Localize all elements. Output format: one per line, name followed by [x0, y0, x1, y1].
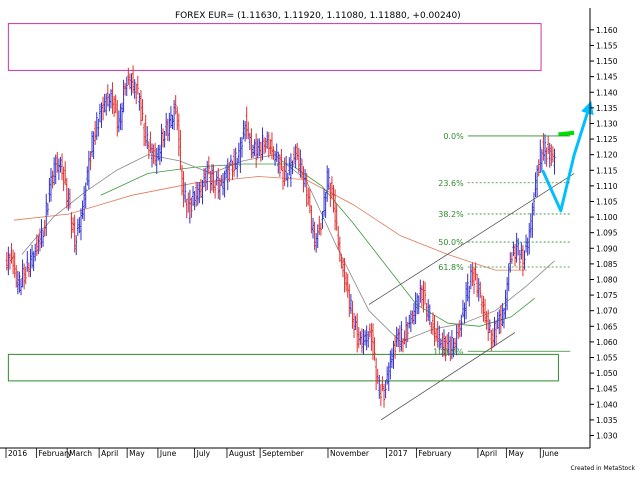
y-tick-label: 1.140 — [596, 88, 618, 97]
x-tick-label: April — [480, 449, 497, 458]
y-tick-label: 1.080 — [596, 275, 618, 284]
fib-level-label: 23.6% — [438, 179, 464, 188]
x-tick-label: May — [508, 449, 524, 458]
x-tick-label: August — [229, 449, 255, 458]
fib-level-label: 0.0% — [443, 132, 464, 141]
y-tick-label: 1.065 — [596, 322, 618, 331]
y-tick-label: 1.115 — [596, 166, 618, 175]
x-tick-label: November — [330, 449, 370, 458]
y-tick-label: 1.105 — [596, 197, 618, 206]
moving-average-short — [21, 154, 555, 343]
y-tick-label: 1.060 — [596, 338, 618, 347]
zone-layer — [7, 23, 559, 382]
y-tick-label: 1.095 — [596, 229, 618, 238]
fib-level-label: 61.8% — [438, 263, 464, 272]
x-tick-label: September — [262, 449, 304, 458]
y-tick-label: 1.100 — [596, 213, 618, 222]
x-tick-label: April — [101, 449, 118, 458]
target-line — [558, 130, 575, 137]
y-tick-label: 1.150 — [596, 57, 618, 66]
x-tick-label: May — [129, 449, 145, 458]
y-tick-label: 1.035 — [596, 416, 618, 425]
trendline-layer — [368, 100, 594, 421]
x-tick-label: July — [196, 449, 211, 458]
y-tick-label: 1.130 — [596, 119, 618, 128]
y-tick-label: 1.125 — [596, 135, 618, 144]
y-tick-label: 1.120 — [596, 151, 618, 160]
x-tick-label: 2016 — [8, 449, 27, 458]
channel-upper-line — [368, 173, 575, 305]
y-tick-label: 1.085 — [596, 260, 618, 269]
y-tick-label: 1.160 — [596, 26, 618, 35]
support-zone — [7, 353, 559, 382]
y-tick-label: 1.050 — [596, 369, 618, 378]
resistance-zone — [7, 23, 542, 71]
y-tick-label: 1.055 — [596, 354, 618, 363]
chart-title: FOREX EUR= (1.11630, 1.11920, 1.11080, 1… — [175, 11, 461, 21]
fib-level-label: 50.0% — [438, 238, 464, 247]
projection-path — [541, 104, 592, 213]
y-tick-label: 1.030 — [596, 432, 618, 441]
x-tick-label: June — [541, 449, 559, 458]
y-tick-label: 1.040 — [596, 400, 618, 409]
fib-level-label: 38.2% — [438, 210, 464, 219]
fibonacci-layer: 0.0% 23.6% 38.2% 50.0% 61.8% 100.0% — [433, 132, 571, 356]
x-tick-label: March — [69, 449, 92, 458]
axes-layer: 1.030 1.035 1.040 1.045 1.050 1.055 1.060 1.065… — [0, 8, 618, 458]
y-tick-label: 1.155 — [596, 41, 618, 50]
x-tick-label: February — [418, 449, 452, 458]
y-tick-label: 1.045 — [596, 385, 618, 394]
fib-level-label: 100.0% — [433, 347, 464, 356]
x-tick-label: 2017 — [388, 449, 407, 458]
y-tick-label: 1.090 — [596, 244, 618, 253]
y-tick-label: 1.075 — [596, 291, 618, 300]
moving-average-layer — [13, 154, 555, 343]
y-tick-label: 1.070 — [596, 307, 618, 316]
y-tick-label: 1.145 — [596, 73, 618, 82]
channel-lower-line — [380, 332, 516, 421]
x-tick-label: February — [38, 449, 72, 458]
chart-credit: Created in MetaStock — [570, 465, 635, 472]
x-tick-label: June — [159, 449, 177, 458]
y-tick-label: 1.110 — [596, 182, 618, 191]
y-tick-label: 1.135 — [596, 104, 618, 113]
candle-layer — [5, 65, 556, 408]
